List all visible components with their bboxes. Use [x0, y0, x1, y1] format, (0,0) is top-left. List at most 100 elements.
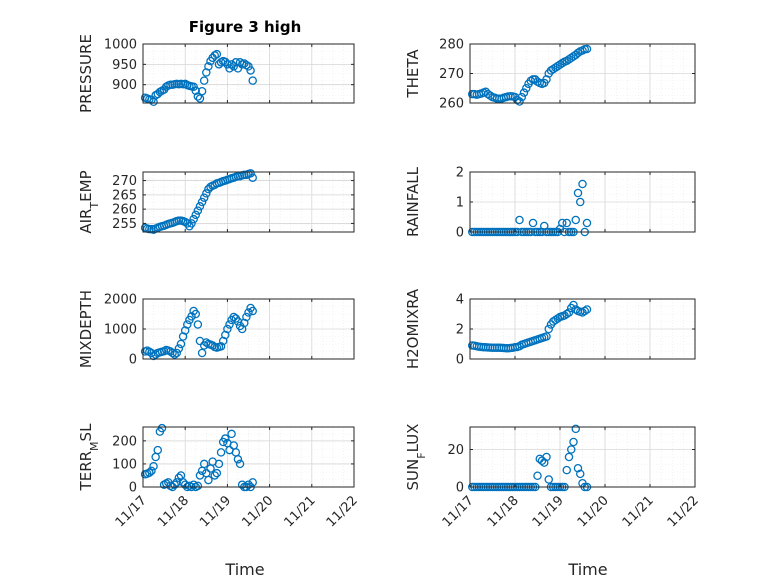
x-tick-label: 11/21 [620, 493, 657, 530]
y-axis-label: AIRTEMP [77, 170, 101, 233]
data-point [542, 332, 551, 341]
data-point [582, 44, 592, 54]
data-point [564, 452, 574, 462]
data-point [544, 324, 554, 334]
data-point [195, 202, 205, 211]
data-point [562, 465, 572, 475]
data-point [225, 320, 234, 329]
y-tick-label: 265 [112, 188, 137, 203]
data-point [191, 210, 200, 220]
data-point [567, 445, 576, 454]
data-point [235, 459, 245, 469]
subplot-h2omixra: 0 2 4 H2OMIXRA [404, 288, 696, 369]
data-point [558, 58, 567, 68]
data-point [176, 339, 186, 349]
data-point [553, 314, 563, 323]
data-point [246, 169, 255, 178]
data-point [582, 218, 592, 228]
data-point [576, 197, 585, 207]
x-tick-label: 11/17 [113, 493, 150, 530]
figure-title: Figure 3 high [189, 18, 302, 36]
data-point [225, 64, 234, 73]
data-point [515, 215, 524, 225]
y-tick-label: 200 [112, 434, 137, 449]
data-point [168, 348, 177, 358]
data-point [515, 341, 524, 351]
data-point [571, 215, 581, 225]
data-point [248, 76, 257, 85]
data-point [229, 62, 238, 71]
x-tick-label: 11/19 [530, 493, 567, 530]
x-tick-label: 11/20 [575, 493, 612, 530]
data-point [199, 76, 209, 85]
data-point [542, 452, 551, 462]
x-axis-label-right: Time [567, 560, 607, 579]
data-point [172, 348, 182, 358]
y-tick-label: 270 [439, 67, 464, 82]
data-point [248, 173, 257, 182]
data-point [204, 62, 213, 71]
data-point [212, 468, 222, 478]
data-point [578, 179, 587, 189]
data-point [214, 459, 224, 469]
y-axis-label: THETA [404, 49, 422, 99]
y-tick-label: 1000 [104, 38, 137, 53]
data-point [248, 306, 257, 316]
data-point [197, 348, 207, 358]
data-point [227, 429, 236, 439]
y-tick-label: 0 [456, 226, 464, 241]
data-point [569, 300, 578, 310]
y-tick-label: 100 [112, 457, 137, 472]
data-point [244, 308, 253, 317]
data-point [193, 92, 203, 101]
x-tick-label: 11/18 [485, 493, 522, 530]
data-point [204, 475, 213, 485]
data-point [223, 324, 232, 334]
data-point [573, 188, 583, 198]
data-point [197, 197, 207, 207]
axes-frame [142, 426, 355, 488]
data-point [212, 49, 222, 59]
y-tick-label: 260 [112, 203, 137, 218]
data-point [562, 218, 572, 228]
subplot-theta: 260 270 280 THETA [404, 38, 696, 112]
data-point [157, 423, 167, 433]
data-point [237, 480, 247, 489]
data-point [571, 424, 581, 434]
data-point [244, 480, 253, 489]
y-tick-label: 0 [129, 481, 137, 496]
y-tick-label: 2 [456, 166, 464, 181]
data-point [528, 218, 538, 228]
y-tick-label: 270 [112, 174, 137, 189]
data-point [170, 350, 179, 359]
subplot-terr_msl: 0 100 200 11/17 11/18 11/19 11/20 11/21 11/22 TER… [77, 423, 361, 530]
data-point [522, 84, 531, 93]
data-point [533, 471, 542, 480]
subplot-mixdepth: 0 1000 2000 MIXDEPTH [77, 290, 355, 368]
data-point [582, 305, 592, 314]
y-tick-label: 0 [456, 481, 464, 496]
x-tick-label: 11/21 [282, 493, 319, 530]
y-axis-label: TERRMSL [77, 423, 101, 492]
data-point [174, 473, 184, 483]
y-tick-label: 1 [456, 196, 464, 211]
data-point [191, 86, 200, 96]
data-point [189, 82, 198, 91]
data-point [216, 448, 226, 457]
y-axis-label: SUNFLUX [404, 424, 428, 491]
data-point [147, 466, 156, 476]
axes-frame [142, 171, 355, 233]
y-tick-label: 950 [112, 58, 137, 73]
x-tick-label: 11/17 [440, 493, 477, 530]
data-point [210, 471, 219, 480]
y-axis-label: RAINFALL [404, 166, 422, 237]
data-point [221, 434, 230, 443]
data-point [242, 312, 251, 322]
data-point [544, 475, 554, 484]
x-axis-label-left: Time [224, 560, 264, 579]
data-point [515, 97, 524, 106]
y-axis-label: PRESSURE [77, 34, 95, 113]
data-point [540, 458, 549, 467]
data-point [576, 469, 585, 479]
